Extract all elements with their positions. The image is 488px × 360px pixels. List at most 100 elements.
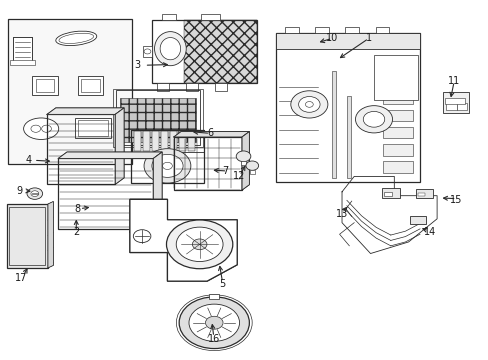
Text: 1: 1	[365, 33, 371, 43]
Bar	[9, 207, 45, 265]
Circle shape	[305, 102, 313, 107]
Bar	[120, 98, 195, 142]
Bar	[285, 27, 298, 33]
Circle shape	[188, 304, 239, 341]
Bar	[47, 114, 115, 184]
Bar	[161, 14, 176, 21]
Bar	[161, 131, 168, 151]
Text: 2: 2	[73, 227, 79, 237]
Bar	[445, 98, 464, 104]
Circle shape	[41, 125, 51, 132]
Circle shape	[236, 151, 250, 162]
Bar	[409, 216, 425, 224]
Bar	[142, 131, 150, 151]
Bar	[383, 93, 412, 104]
Bar	[215, 83, 227, 91]
Bar	[209, 294, 219, 300]
Bar	[315, 27, 328, 33]
Circle shape	[162, 162, 172, 170]
Bar	[113, 89, 202, 147]
Bar	[134, 131, 141, 151]
Bar	[383, 161, 412, 173]
Bar	[276, 33, 419, 182]
Bar	[169, 131, 177, 151]
Polygon shape	[13, 37, 32, 62]
Circle shape	[192, 239, 206, 250]
Circle shape	[133, 230, 151, 243]
Bar	[249, 170, 254, 174]
Bar	[179, 131, 186, 151]
Text: 8: 8	[75, 204, 81, 214]
Circle shape	[31, 125, 41, 132]
Circle shape	[363, 111, 384, 127]
Bar	[240, 161, 246, 165]
Polygon shape	[48, 202, 53, 268]
Bar	[78, 120, 108, 135]
Bar	[331, 71, 335, 178]
Bar	[10, 60, 35, 65]
Circle shape	[27, 188, 42, 199]
Circle shape	[245, 161, 258, 170]
Bar	[383, 110, 412, 121]
Text: 3: 3	[134, 60, 140, 70]
Text: 17: 17	[15, 273, 27, 283]
Bar	[183, 21, 256, 83]
Circle shape	[31, 191, 39, 197]
Bar	[143, 46, 152, 57]
Bar	[187, 131, 195, 151]
Text: 10: 10	[325, 33, 338, 43]
Text: 11: 11	[447, 76, 459, 86]
Polygon shape	[58, 152, 162, 158]
Bar	[152, 131, 159, 151]
Bar	[173, 137, 242, 190]
Text: 13: 13	[335, 209, 347, 219]
Text: 6: 6	[207, 129, 213, 138]
Bar	[6, 204, 48, 268]
Bar	[456, 103, 467, 111]
Bar	[78, 76, 103, 95]
Text: 5: 5	[219, 279, 225, 289]
Bar	[346, 96, 350, 178]
Circle shape	[144, 49, 151, 54]
Circle shape	[290, 91, 327, 118]
Bar	[200, 14, 220, 21]
Bar	[302, 41, 320, 58]
Circle shape	[144, 149, 190, 183]
Bar	[276, 33, 419, 49]
Circle shape	[355, 105, 392, 133]
Ellipse shape	[154, 32, 186, 66]
Bar	[131, 130, 203, 183]
Text: 16: 16	[207, 333, 220, 343]
Bar	[8, 19, 132, 164]
Bar	[157, 83, 168, 91]
Circle shape	[298, 96, 320, 112]
Bar	[383, 127, 412, 138]
Ellipse shape	[160, 37, 180, 60]
Text: 14: 14	[423, 227, 435, 237]
Text: 12: 12	[232, 171, 244, 181]
Bar	[345, 27, 358, 33]
Text: 9: 9	[16, 186, 22, 196]
Bar	[36, 78, 54, 92]
Circle shape	[205, 316, 223, 329]
Bar	[445, 103, 456, 111]
Bar	[116, 90, 199, 145]
Text: 7: 7	[222, 166, 228, 176]
Bar	[383, 144, 412, 156]
Bar	[32, 193, 38, 194]
Circle shape	[152, 154, 183, 177]
Bar	[381, 188, 400, 198]
Polygon shape	[115, 108, 124, 184]
Polygon shape	[47, 108, 124, 114]
Ellipse shape	[56, 31, 97, 46]
Polygon shape	[242, 132, 249, 190]
Ellipse shape	[59, 33, 93, 44]
Bar	[415, 189, 432, 198]
Bar	[304, 49, 312, 57]
Circle shape	[176, 227, 223, 262]
Polygon shape	[130, 199, 237, 281]
Polygon shape	[173, 132, 249, 137]
Bar	[131, 130, 203, 152]
Bar	[58, 158, 153, 229]
Bar	[375, 27, 388, 33]
